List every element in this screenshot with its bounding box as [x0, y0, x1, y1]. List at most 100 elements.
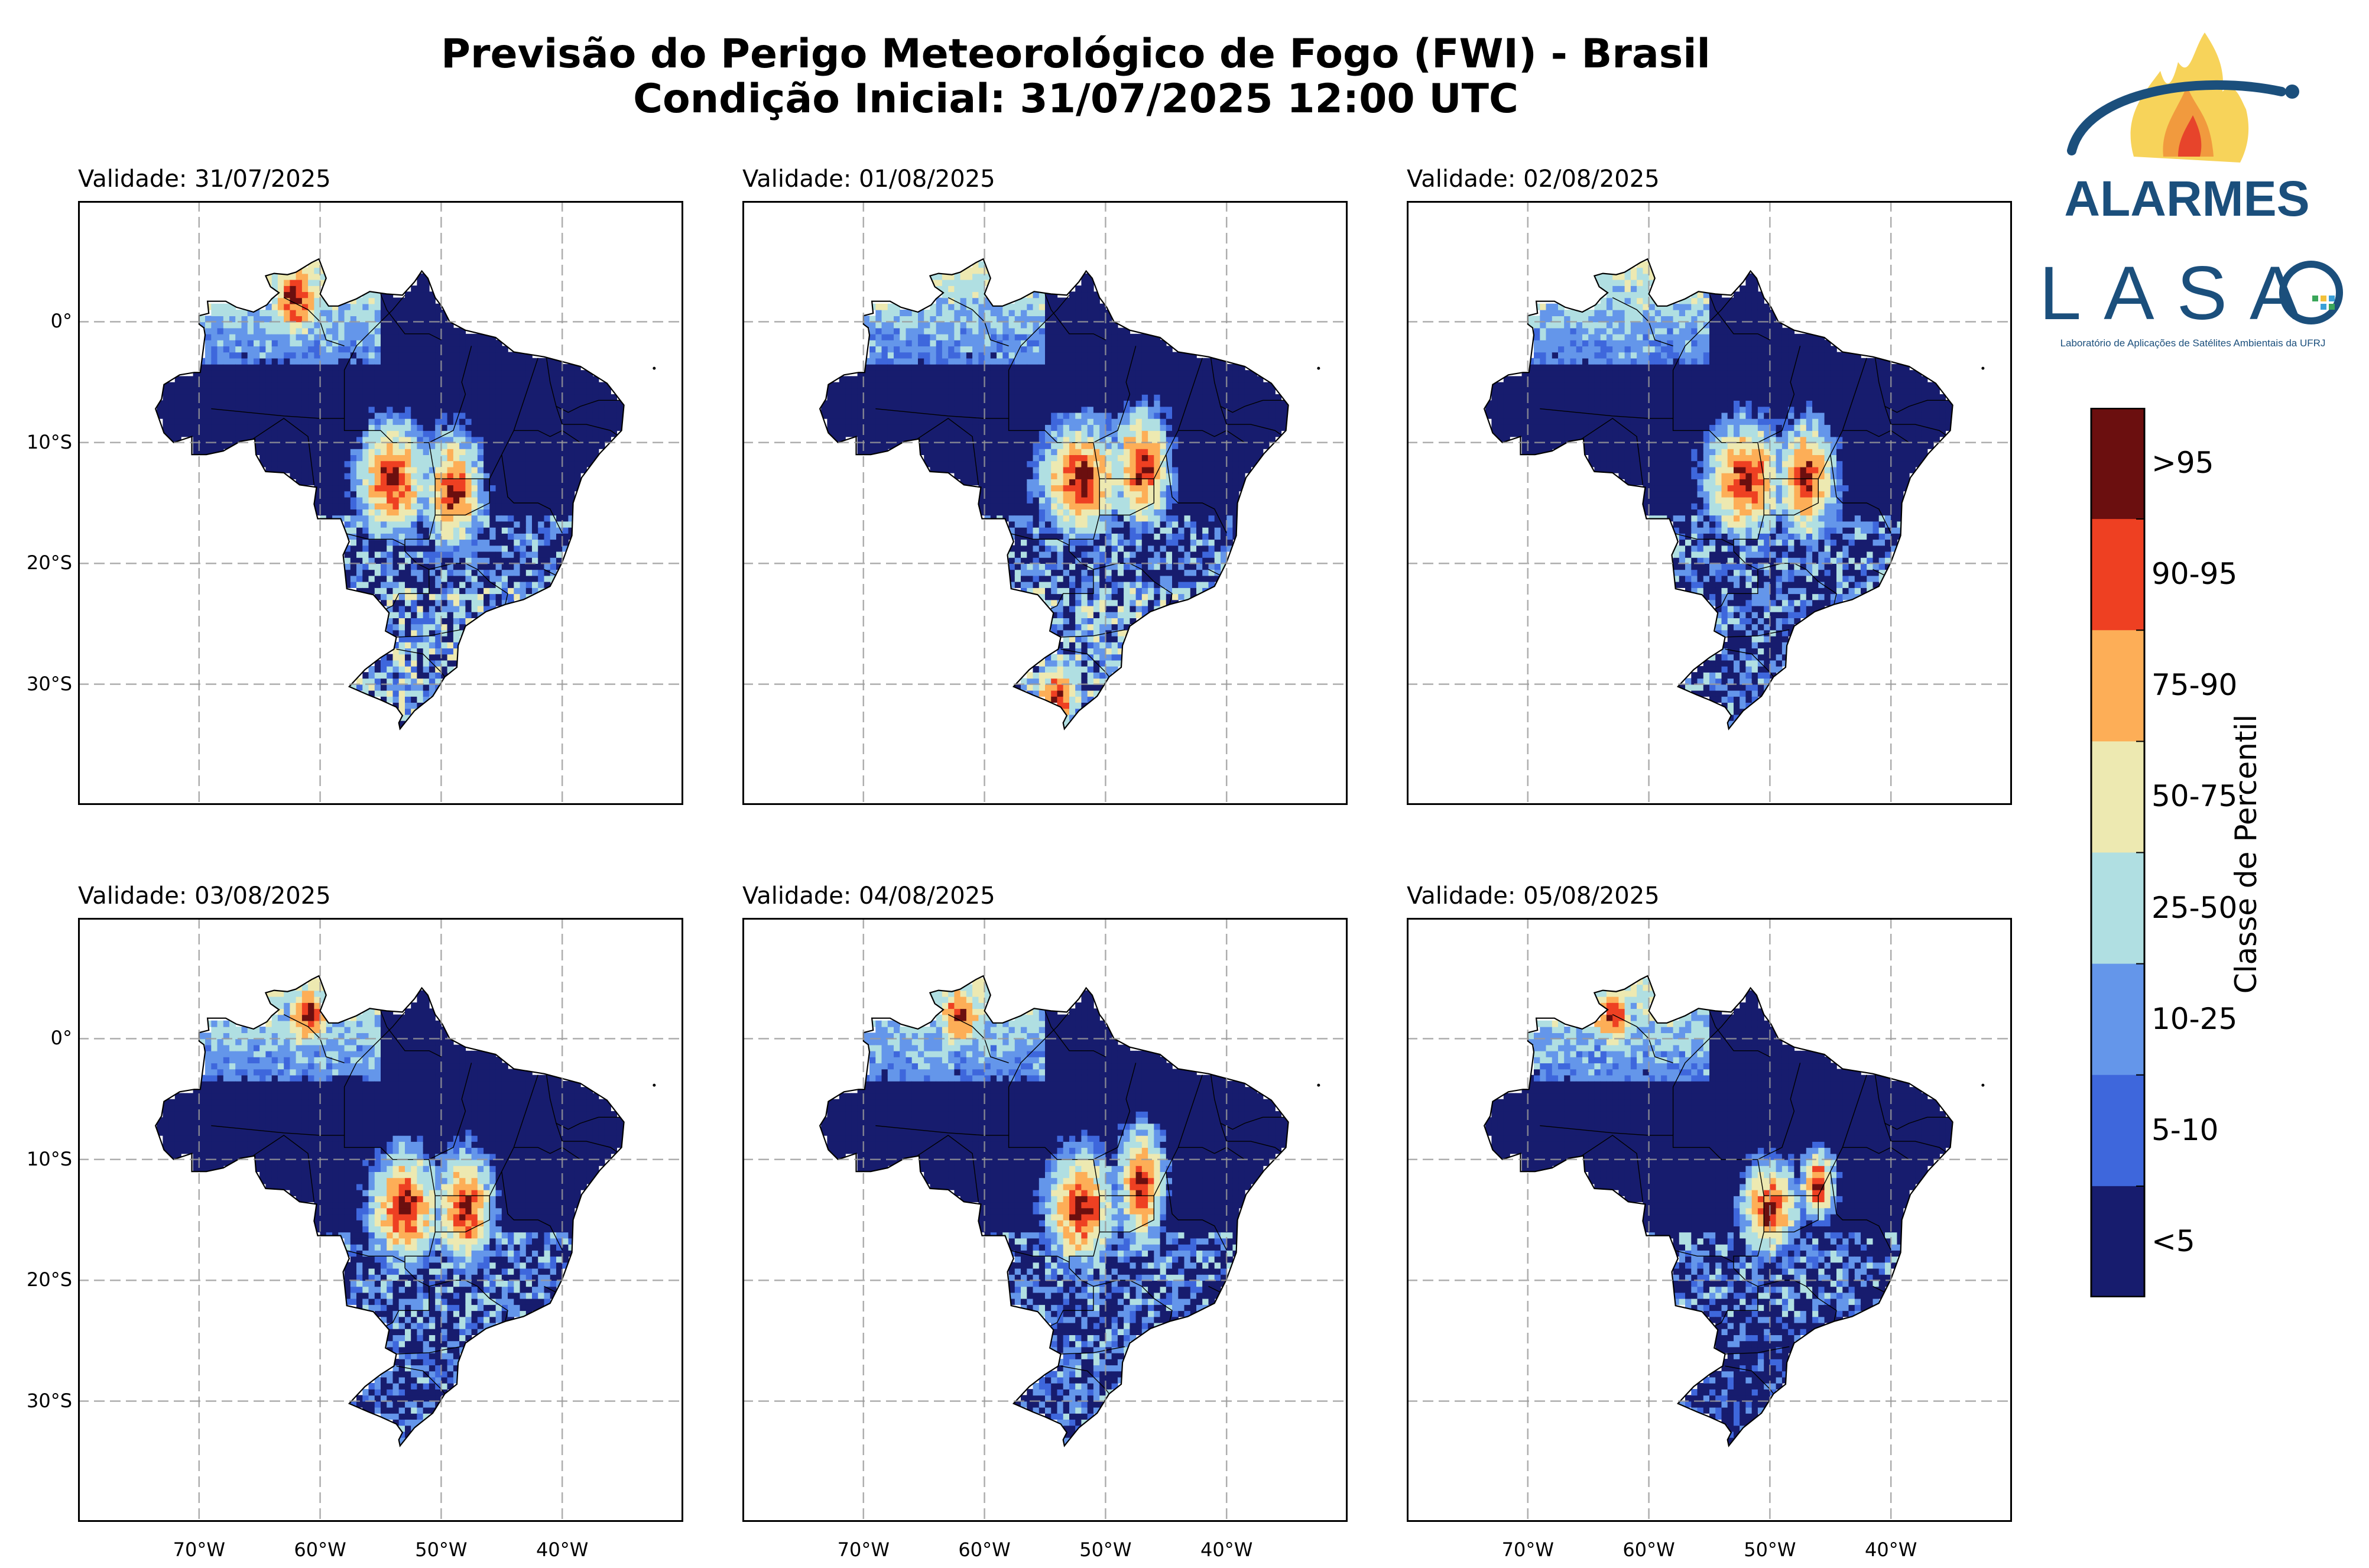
island-marker: [1317, 1083, 1320, 1087]
state-border: [1166, 455, 1227, 534]
colorbar-swatch: [2091, 519, 2144, 631]
state-border: [1757, 346, 1801, 443]
map-panel-5: Validade: 04/08/2025: [742, 882, 1348, 1522]
state-border: [514, 430, 581, 443]
state-border: [1008, 1249, 1070, 1263]
colorbar-label: 25-50: [2151, 890, 2238, 925]
satellite-icon: [2279, 261, 2343, 324]
fwi-grid-cells: [157, 261, 624, 727]
state-border: [1672, 294, 1734, 418]
state-border: [344, 1249, 405, 1263]
panel-label: Validade: 05/08/2025: [1407, 882, 1660, 910]
state-border: [1540, 408, 1649, 419]
state-border: [320, 1135, 436, 1232]
state-border: [546, 1074, 623, 1130]
alarmes-logo: ALARMES: [2064, 33, 2310, 225]
state-border: [429, 346, 472, 443]
fwi-grid-cells: [1485, 261, 1952, 727]
colorbar-swatch: [2091, 1186, 2144, 1297]
map-panel-2: Validade: 01/08/2025: [742, 165, 1348, 805]
state-border: [1757, 1063, 1801, 1160]
state-border: [556, 1123, 619, 1154]
state-border: [1069, 1196, 1154, 1268]
state-border: [247, 418, 315, 485]
state-border: [1709, 1011, 1770, 1057]
map-gridlines: [742, 918, 1348, 1522]
state-border: [1733, 479, 1819, 551]
map-gridlines: [78, 918, 683, 1522]
state-border: [247, 1135, 315, 1202]
colorbar-label: 90-95: [2151, 557, 2238, 592]
island-marker: [653, 366, 656, 370]
map-gridlines: [78, 201, 683, 805]
state-border: [1177, 358, 1203, 431]
map-frame: [1407, 918, 2012, 1522]
state-border: [320, 418, 436, 515]
colorbar-label: <5: [2151, 1223, 2195, 1258]
map-frame: [742, 918, 1348, 1522]
panel-label: Validade: 31/07/2025: [78, 165, 331, 193]
map-panel-3: Validade: 02/08/2025: [1407, 165, 2012, 805]
x-tick-label: 40°W: [1200, 1538, 1253, 1561]
state-border: [1648, 1135, 1764, 1232]
map-frame: [78, 918, 683, 1522]
state-border: [1210, 1074, 1287, 1130]
map-gridlines: [1407, 201, 2012, 805]
state-border: [1733, 1196, 1819, 1268]
state-border: [396, 1365, 446, 1394]
state-border: [911, 418, 979, 485]
lasa-logo-subtitle: Laboratório de Aplicações de Satélites A…: [2060, 337, 2326, 349]
state-border: [1874, 1074, 1952, 1130]
fwi-map: [78, 918, 683, 1522]
lasa-logo: LASA Laboratório de Aplicações de Satéli…: [2039, 251, 2343, 349]
state-border: [1069, 479, 1154, 551]
colorbar-label: 75-90: [2151, 668, 2238, 703]
state-border: [1044, 294, 1106, 340]
colorbar-label: 50-75: [2151, 779, 2238, 814]
colorbar-label: 10-25: [2151, 1001, 2238, 1036]
state-border: [211, 1125, 320, 1136]
y-tick-label: 10°S: [26, 430, 72, 453]
panel-label: Validade: 02/08/2025: [1407, 165, 1660, 193]
state-border: [1830, 455, 1891, 534]
x-tick-label: 60°W: [294, 1538, 346, 1561]
map-frame: [742, 201, 1348, 805]
fwi-map: [742, 918, 1348, 1522]
y-tick-label: 20°S: [26, 551, 72, 574]
state-border: [1060, 1365, 1110, 1394]
state-border: [380, 294, 442, 340]
state-border: [875, 408, 985, 419]
state-border: [984, 1135, 1100, 1232]
state-border: [1725, 1346, 1790, 1355]
state-border: [1725, 648, 1774, 677]
state-border: [501, 455, 563, 534]
panel-label: Validade: 04/08/2025: [742, 882, 995, 910]
state-border: [404, 479, 490, 551]
state-border: [1178, 430, 1245, 443]
x-tick-label: 50°W: [415, 1538, 468, 1561]
colorbar: [2090, 408, 2146, 1297]
state-border: [1842, 430, 1910, 443]
panel-label: Validade: 03/08/2025: [78, 882, 331, 910]
colorbar-title: Classe de Percentil: [2229, 714, 2263, 994]
state-border: [429, 1063, 472, 1160]
state-border: [513, 358, 538, 431]
x-tick-label: 70°W: [1501, 1538, 1554, 1561]
state-border: [1178, 1147, 1245, 1160]
state-border: [1540, 1125, 1649, 1136]
fwi-map: [742, 201, 1348, 805]
alarmes-logo-text: ALARMES: [2064, 171, 2309, 225]
x-tick-label: 60°W: [958, 1538, 1011, 1561]
state-border: [396, 1346, 461, 1355]
state-border: [1210, 358, 1287, 413]
state-border: [1220, 406, 1284, 437]
map-frame: [1407, 201, 2012, 805]
state-border: [1099, 430, 1179, 479]
lasa-logo-text: LASA: [2039, 251, 2322, 336]
state-border: [1830, 1171, 1891, 1251]
colorbar-swatch: [2091, 408, 2144, 520]
state-border: [1884, 406, 1948, 437]
state-border: [1673, 1249, 1734, 1263]
y-tick-label: 20°S: [26, 1268, 72, 1291]
fwi-map: [1407, 918, 2012, 1522]
